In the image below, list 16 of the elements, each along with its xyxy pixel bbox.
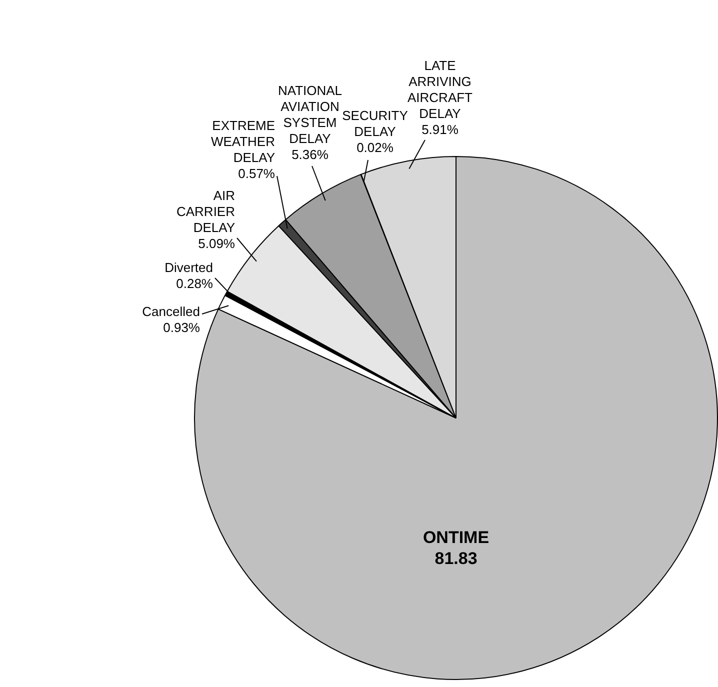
slice-label: SECURITY DELAY [342, 108, 408, 140]
data-label: 81.83 [434, 549, 478, 568]
slice-label: EXTREME WEATHER DELAY [210, 118, 276, 166]
data-label: 0.93% [163, 320, 200, 336]
data-label: 0.28% [176, 276, 214, 292]
data-label: 5.09% [198, 236, 236, 252]
data-label: 5.91% [422, 122, 459, 138]
slice-label: AIR CARRIER DELAY [176, 188, 236, 236]
slice-label: ONTIME [422, 528, 490, 548]
slice-label: LATE ARRIVING AIRCRAFT DELAY [408, 58, 473, 122]
data-label: 5.36% [292, 147, 329, 162]
data-label: 0.57% [238, 166, 276, 182]
slice-label: Cancelled [142, 304, 200, 320]
data-label: 0.02% [356, 140, 394, 156]
slice-label: Diverted [164, 260, 213, 276]
slice-label: NATIONAL AVIATION SYSTEM DELAY [278, 83, 342, 146]
